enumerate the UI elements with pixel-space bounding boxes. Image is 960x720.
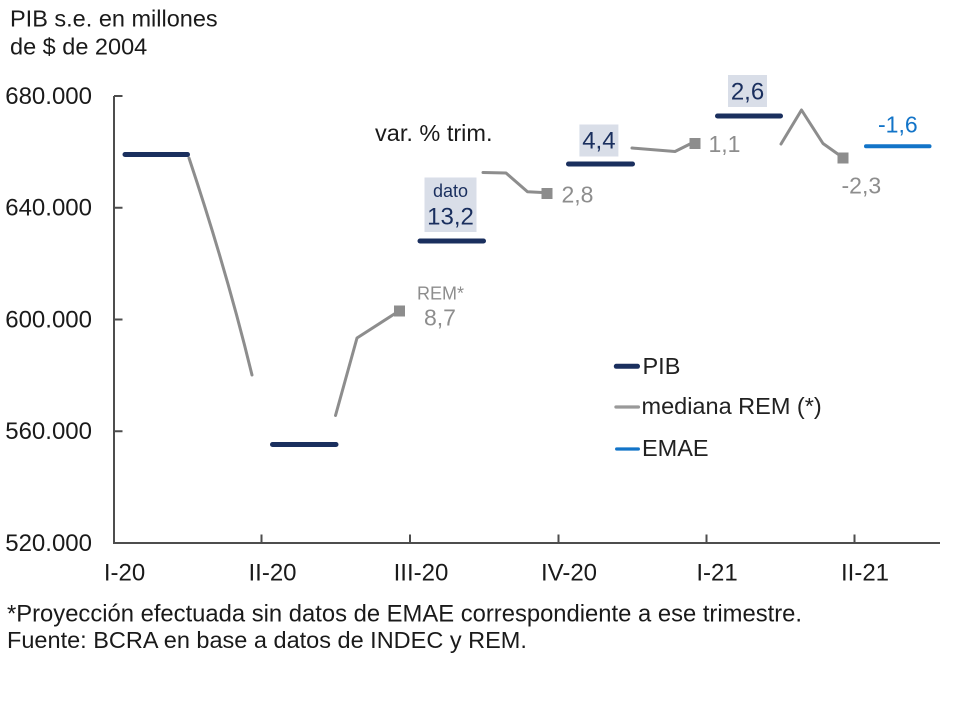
svg-text:I-21: I-21 [696,560,737,587]
svg-text:EMAE: EMAE [642,435,709,461]
svg-text:mediana REM (*): mediana REM (*) [642,393,822,419]
svg-text:PIB s.e. en millones: PIB s.e. en millones [10,6,218,32]
svg-text:Fuente: BCRA en base a datos d: Fuente: BCRA en base a datos de INDEC y … [7,627,527,653]
svg-text:*Proyección efectuada sin dato: *Proyección efectuada sin datos de EMAE … [7,601,802,628]
svg-text:III-20: III-20 [394,560,449,587]
svg-text:520.000: 520.000 [5,530,92,557]
svg-text:de $ de 2004: de $ de 2004 [10,34,147,60]
svg-text:2,6: 2,6 [731,78,764,105]
svg-text:560.000: 560.000 [5,418,92,445]
svg-text:600.000: 600.000 [5,306,92,333]
svg-text:I-20: I-20 [104,560,145,587]
svg-text:13,2: 13,2 [427,204,474,231]
svg-text:-2,3: -2,3 [842,173,882,199]
svg-text:REM*: REM* [417,284,464,304]
svg-text:-1,6: -1,6 [878,111,918,137]
svg-text:var. % trim.: var. % trim. [375,120,493,146]
svg-text:4,4: 4,4 [582,128,615,155]
svg-text:1,1: 1,1 [709,131,741,157]
svg-text:II-20: II-20 [248,560,296,587]
svg-text:640.000: 640.000 [5,195,92,222]
svg-text:II-21: II-21 [841,560,889,587]
svg-text:PIB: PIB [643,353,681,379]
svg-text:IV-20: IV-20 [541,560,597,587]
svg-text:680.000: 680.000 [5,83,92,110]
svg-text:dato: dato [433,181,468,201]
svg-text:2,8: 2,8 [562,182,594,208]
svg-text:8,7: 8,7 [424,305,456,331]
